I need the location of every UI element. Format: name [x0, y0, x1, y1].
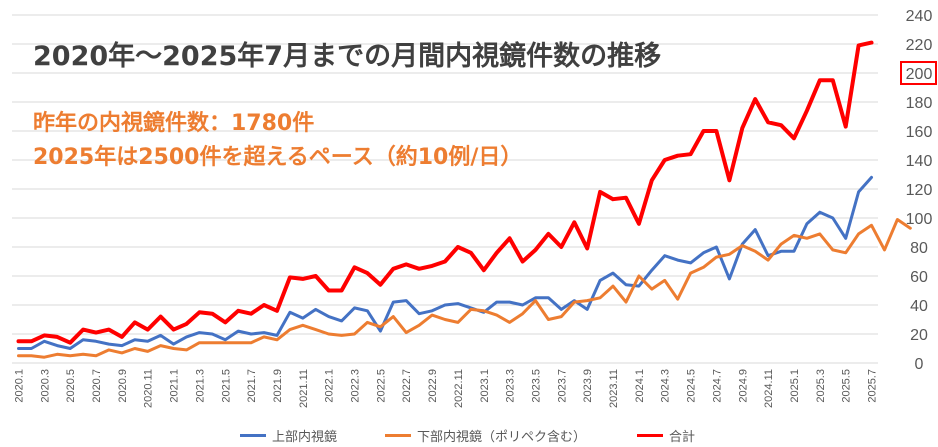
x-tick-label: 2024.3 — [660, 369, 672, 403]
x-tick-label: 2021.5 — [220, 369, 232, 403]
y-tick-label: 0 — [915, 356, 924, 373]
y-axis-tick-labels: 0 20 40 60 80 100 120 140 160 180 200 220 240 — [900, 8, 937, 373]
y-tick-label: 160 — [906, 124, 933, 141]
x-tick-label: 2024.11 — [763, 369, 775, 408]
y-tick-label: 120 — [906, 182, 933, 199]
highlight-box — [900, 61, 937, 85]
x-tick-label: 2023.11 — [608, 369, 620, 408]
x-tick-label: 2025.7 — [867, 369, 879, 403]
y-tick-label: 20 — [910, 327, 928, 344]
x-tick-label: 2025.3 — [815, 369, 827, 403]
x-tick-label: 2023.7 — [556, 369, 568, 403]
legend-label-upper: 上部内視鏡 — [272, 430, 338, 445]
legend-swatch-total — [637, 434, 663, 437]
y-tick-label: 180 — [906, 95, 933, 112]
legend-item-lower: 下部内視鏡（ポリペク含む） — [385, 426, 586, 445]
x-tick-label: 2022.3 — [350, 369, 362, 403]
legend: 上部内視鏡 下部内視鏡（ポリペク含む） 合計 — [0, 426, 938, 446]
series-line-lower — [17, 218, 912, 359]
x-tick-label: 2024.9 — [737, 369, 749, 403]
y-tick-label: 60 — [910, 269, 928, 286]
y-tick-label: 140 — [906, 153, 933, 170]
x-axis-tick-labels: 2020.1 2020.3 2020.5 2020.7 2020.9 2020.11 202… — [13, 369, 878, 408]
x-tick-label: 2021.11 — [298, 369, 310, 408]
x-tick-label: 2024.7 — [711, 369, 723, 403]
y-tick-label: 220 — [906, 37, 933, 54]
chart-title: 2020年～2025年7月までの月間内視鏡件数の推移 — [33, 41, 662, 72]
x-tick-label: 2024.1 — [634, 369, 646, 403]
x-tick-label: 2021.7 — [246, 369, 258, 403]
x-tick-label: 2020.9 — [117, 369, 129, 403]
x-tick-label: 2023.5 — [530, 369, 542, 403]
series-lines — [16, 40, 912, 359]
gridlines — [12, 14, 878, 364]
annotation-2025-pace: 2025年は2500件を超えるペース（約10例/日） — [33, 145, 523, 170]
x-tick-label: 2020.3 — [39, 369, 51, 403]
legend-swatch-lower — [385, 434, 411, 437]
legend-label-lower: 下部内視鏡（ポリペク含む） — [417, 430, 587, 445]
x-tick-label: 2021.1 — [169, 369, 181, 403]
x-tick-label: 2024.5 — [686, 369, 698, 403]
x-tick-label: 2020.5 — [65, 369, 77, 403]
y-tick-label: 40 — [910, 298, 928, 315]
x-tick-label: 2022.5 — [375, 369, 387, 403]
legend-label-total: 合計 — [669, 430, 696, 445]
x-tick-label: 2020.11 — [143, 369, 155, 408]
x-tick-label: 2020.1 — [13, 369, 25, 403]
y-tick-label: 100 — [906, 211, 933, 228]
annotation-annual-count: 昨年の内視鏡件数：1780件 — [33, 111, 315, 136]
y-tick-label: 240 — [906, 8, 933, 25]
y-tick-label: 200 — [906, 66, 933, 83]
legend-item-upper: 上部内視鏡 — [240, 426, 337, 445]
legend-swatch-upper — [240, 434, 266, 437]
x-tick-label: 2023.3 — [505, 369, 517, 403]
x-tick-label: 2021.9 — [272, 369, 284, 403]
x-tick-label: 2022.11 — [453, 369, 465, 408]
x-tick-label: 2025.1 — [789, 369, 801, 403]
legend-item-total: 合計 — [637, 426, 695, 445]
x-tick-label: 2025.5 — [841, 369, 853, 403]
y-tick-label: 80 — [910, 240, 928, 257]
x-tick-label: 2023.1 — [479, 369, 491, 403]
x-tick-label: 2023.9 — [582, 369, 594, 403]
series-line-total — [16, 40, 874, 345]
series-line-upper — [17, 175, 873, 350]
x-tick-label: 2022.1 — [324, 369, 336, 403]
x-tick-label: 2021.3 — [194, 369, 206, 403]
x-tick-label: 2022.9 — [427, 369, 439, 403]
x-tick-label: 2020.7 — [91, 369, 103, 403]
x-tick-label: 2022.7 — [401, 369, 413, 403]
